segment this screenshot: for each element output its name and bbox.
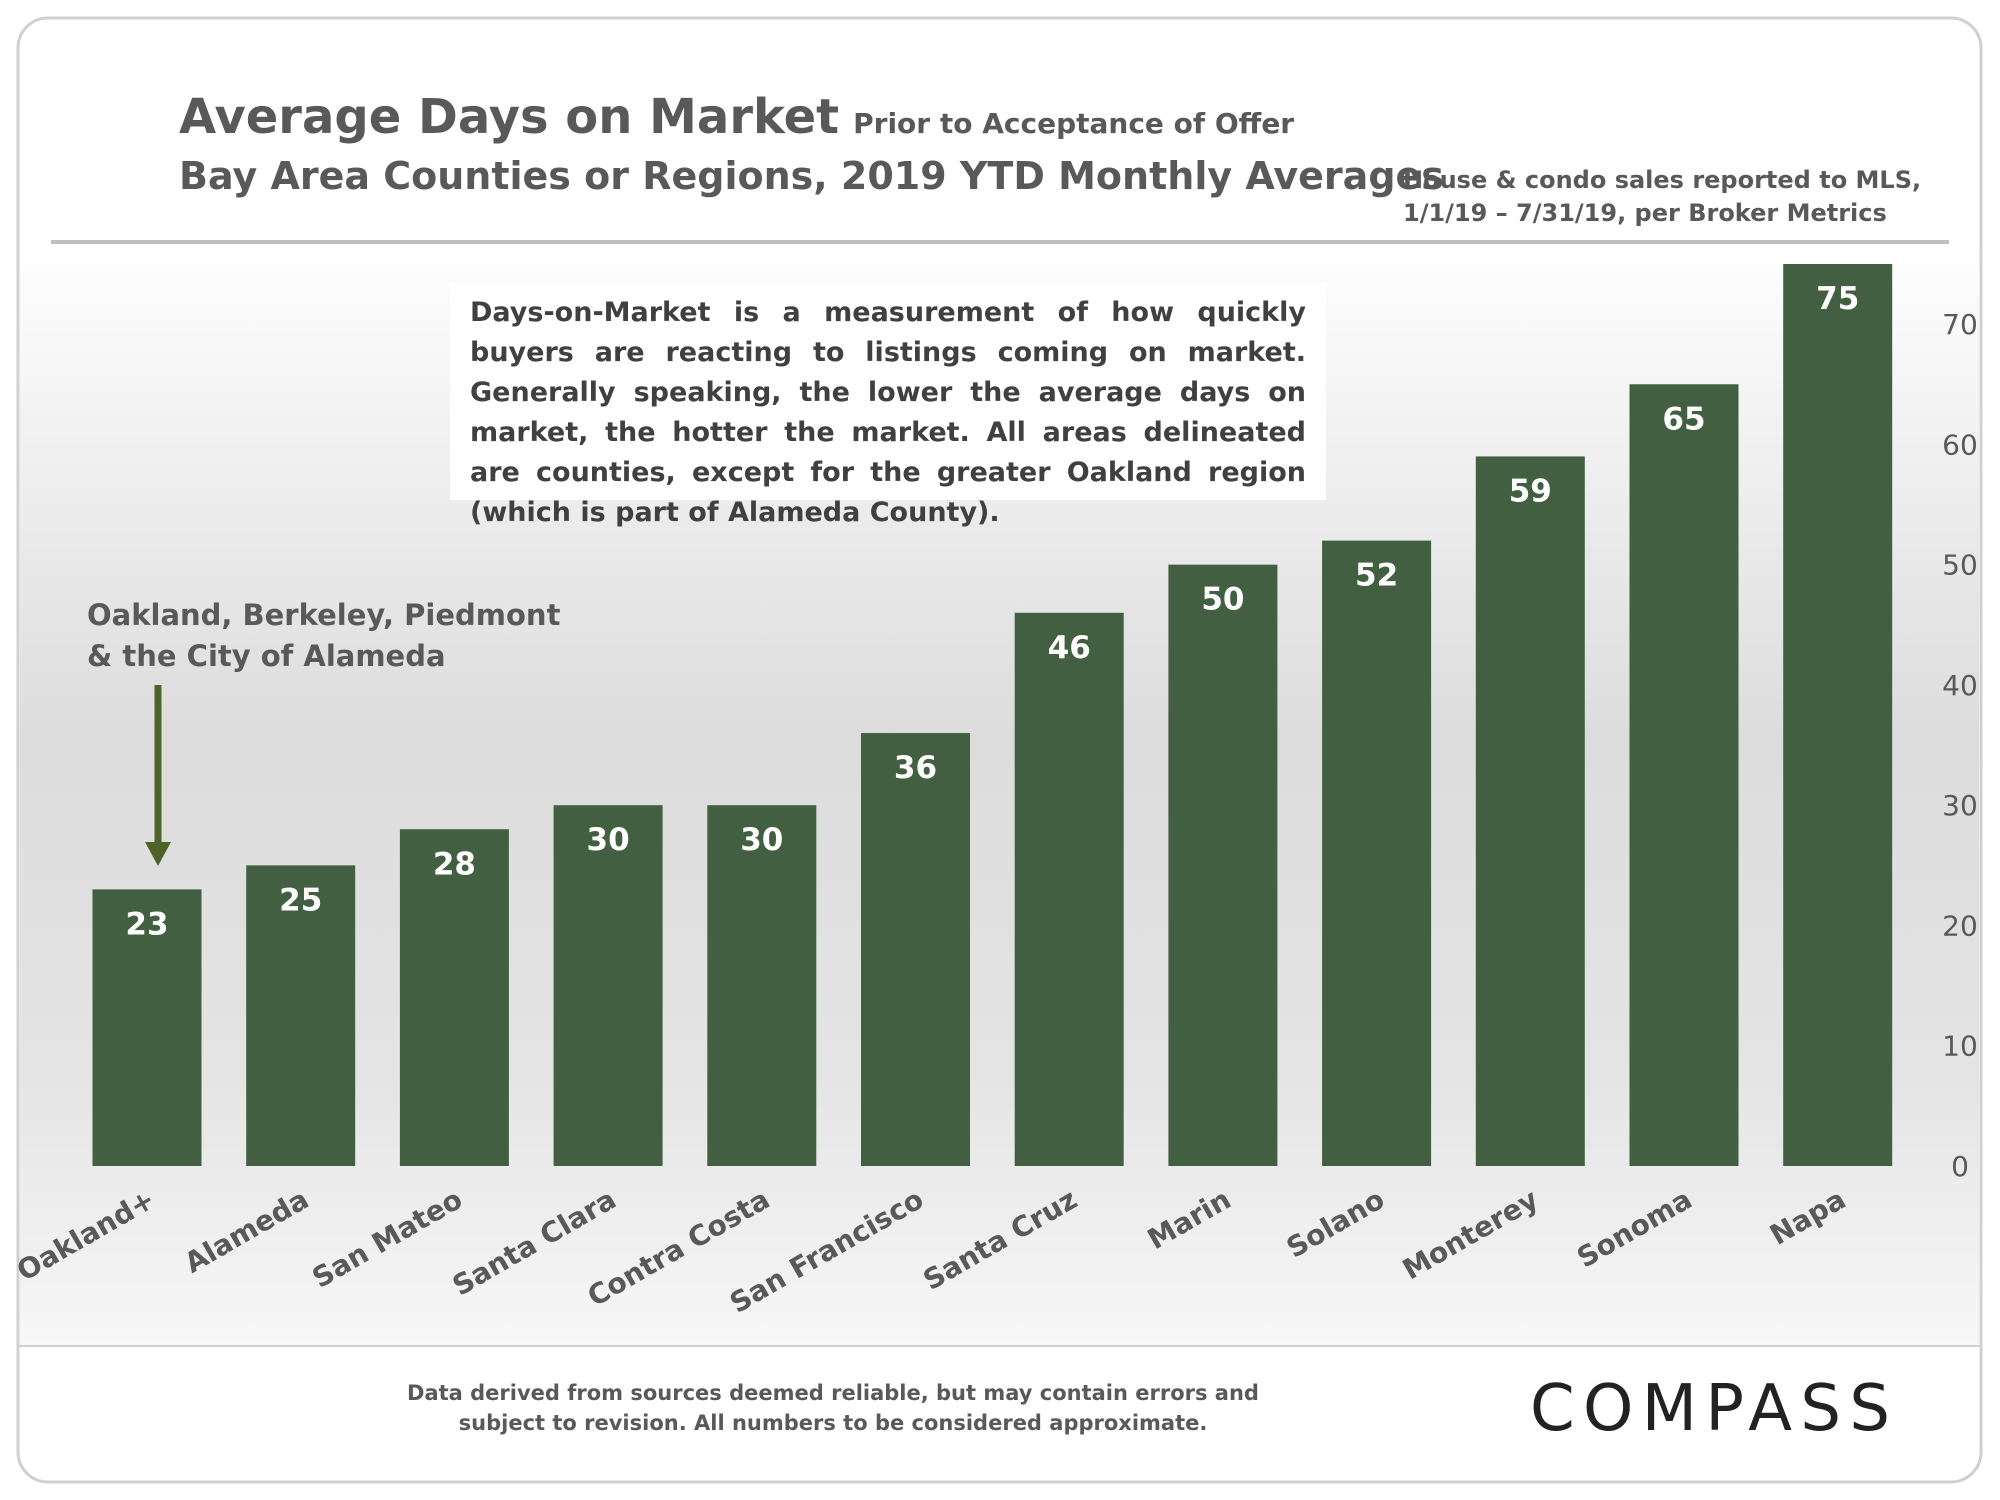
footer-line: subject to revision. All numbers to be c… [459, 1411, 1208, 1435]
bar [707, 805, 817, 1166]
bar [1629, 384, 1739, 1166]
y-tick-label: 60 [1942, 428, 1978, 461]
value-label: 28 [433, 846, 476, 882]
value-label: 65 [1662, 401, 1705, 437]
bar [553, 805, 663, 1166]
chart-title: Average Days on Market [179, 89, 839, 145]
bar [1475, 456, 1585, 1167]
y-tick-label: 70 [1942, 308, 1978, 341]
value-label: 75 [1816, 281, 1859, 317]
chart-subtitle: Prior to Acceptance of Offer [853, 107, 1294, 140]
bar [1168, 564, 1278, 1166]
annotation-arrowhead [145, 842, 171, 866]
note-line: House & condo sales reported to MLS, [1403, 166, 1921, 194]
value-label: 59 [1509, 473, 1552, 509]
y-tick-label: 10 [1942, 1030, 1978, 1063]
footer-line: Data derived from sources deemed reliabl… [407, 1381, 1259, 1405]
chart-heading: Bay Area Counties or Regions, 2019 YTD M… [179, 154, 1444, 198]
bar [92, 889, 202, 1166]
value-label: 30 [740, 822, 783, 858]
annotation-line: Oakland, Berkeley, Piedmont [87, 598, 561, 632]
value-label: 52 [1355, 558, 1398, 594]
y-tick-label: 30 [1942, 789, 1978, 822]
y-tick-label: 50 [1942, 549, 1978, 582]
value-label: 36 [894, 750, 937, 786]
annotation-line: & the City of Alameda [87, 639, 446, 673]
y-tick-label: 40 [1942, 669, 1978, 702]
bar [1783, 264, 1893, 1166]
value-label: 46 [1048, 630, 1091, 666]
value-label: 23 [125, 906, 168, 942]
y-tick-label: 20 [1942, 909, 1978, 942]
logo: COMPASS [1530, 1372, 1890, 1446]
y-tick-label: 0 [1951, 1150, 1969, 1183]
note-line: 1/1/19 – 7/31/19, per Broker Metrics [1403, 199, 1887, 227]
bar [1322, 540, 1432, 1166]
title-line: Average Days on Market Prior to Acceptanc… [179, 89, 1294, 145]
bar [861, 733, 970, 1166]
bar [399, 829, 509, 1166]
value-label: 50 [1201, 582, 1244, 618]
bar [1014, 612, 1124, 1166]
value-label: 30 [587, 822, 630, 858]
value-label: 25 [279, 882, 322, 918]
description: Days-on-Market is a measurement of how q… [450, 283, 1326, 528]
bar [246, 865, 356, 1166]
